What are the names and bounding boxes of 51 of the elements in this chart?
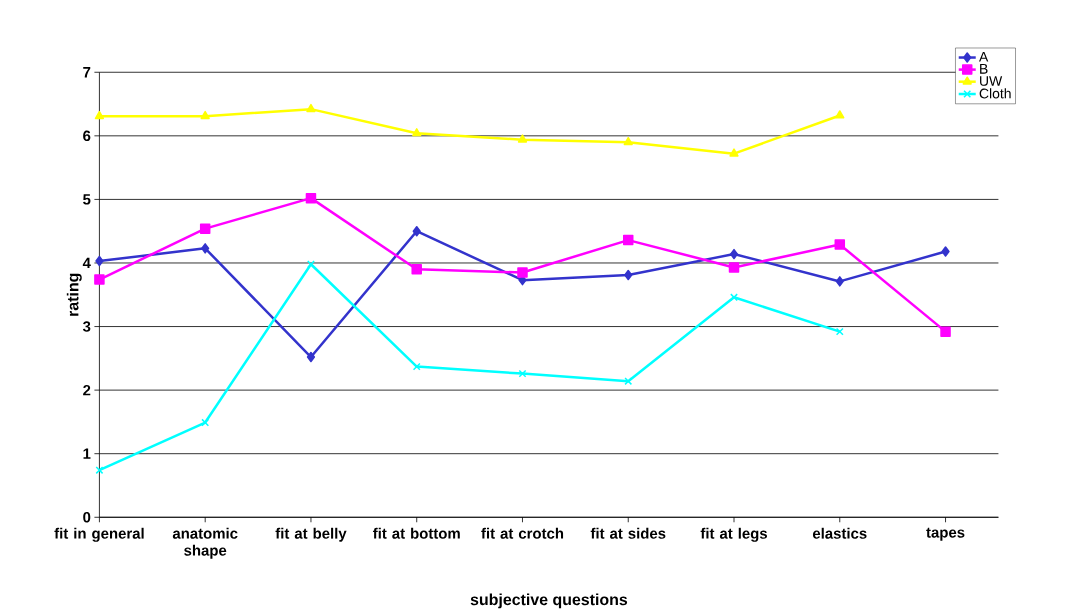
point <box>95 255 104 267</box>
point <box>728 262 740 273</box>
y-axis-title: rating <box>66 273 82 317</box>
point <box>94 111 105 120</box>
point <box>517 134 528 143</box>
point <box>411 264 422 275</box>
point <box>623 235 634 246</box>
point <box>941 246 950 257</box>
y-tick-label: 1 <box>83 448 91 459</box>
y-tick-label: 4 <box>82 257 91 269</box>
point <box>306 351 316 363</box>
point <box>412 128 422 137</box>
y-tick-label: 0 <box>83 512 91 523</box>
x-tick-label: elastics <box>812 527 867 539</box>
point <box>623 137 633 146</box>
point <box>834 239 846 250</box>
legend-label: Cloth <box>979 88 1011 99</box>
point <box>305 193 317 204</box>
point <box>306 104 316 113</box>
x-tick-label: fit at legs <box>700 527 768 542</box>
y-tick-label: 6 <box>83 130 91 142</box>
legend-label: UW <box>980 76 1003 87</box>
legend-label: A <box>979 52 989 62</box>
point <box>200 111 210 120</box>
point <box>307 260 315 269</box>
point <box>729 148 739 157</box>
point <box>201 418 210 427</box>
point <box>624 269 633 281</box>
point <box>835 110 845 119</box>
point <box>412 226 421 237</box>
x-tick-label: tapes <box>926 527 965 541</box>
legend-label: B <box>980 64 988 74</box>
y-tick-label: 3 <box>82 321 91 333</box>
x-tick-label: fit at belly <box>275 527 347 542</box>
point <box>624 377 633 386</box>
y-tick-label: 2 <box>83 385 91 396</box>
x-axis-title: subjective questions <box>470 593 628 609</box>
x-tick-label: fit in general <box>54 527 144 542</box>
point <box>835 276 844 287</box>
point <box>94 274 105 285</box>
x-tick-label: anatomic shape <box>172 527 238 559</box>
point <box>940 326 951 338</box>
point <box>517 267 528 278</box>
x-tick-label: fit at bottom <box>372 527 460 539</box>
x-tick-label: fit at sides <box>590 527 666 539</box>
point <box>729 248 739 260</box>
x-tick-label: fit at crotch <box>481 527 564 539</box>
point <box>201 243 210 254</box>
point <box>199 223 211 235</box>
y-tick-label: 7 <box>83 67 91 78</box>
y-tick-label: 5 <box>83 194 91 205</box>
